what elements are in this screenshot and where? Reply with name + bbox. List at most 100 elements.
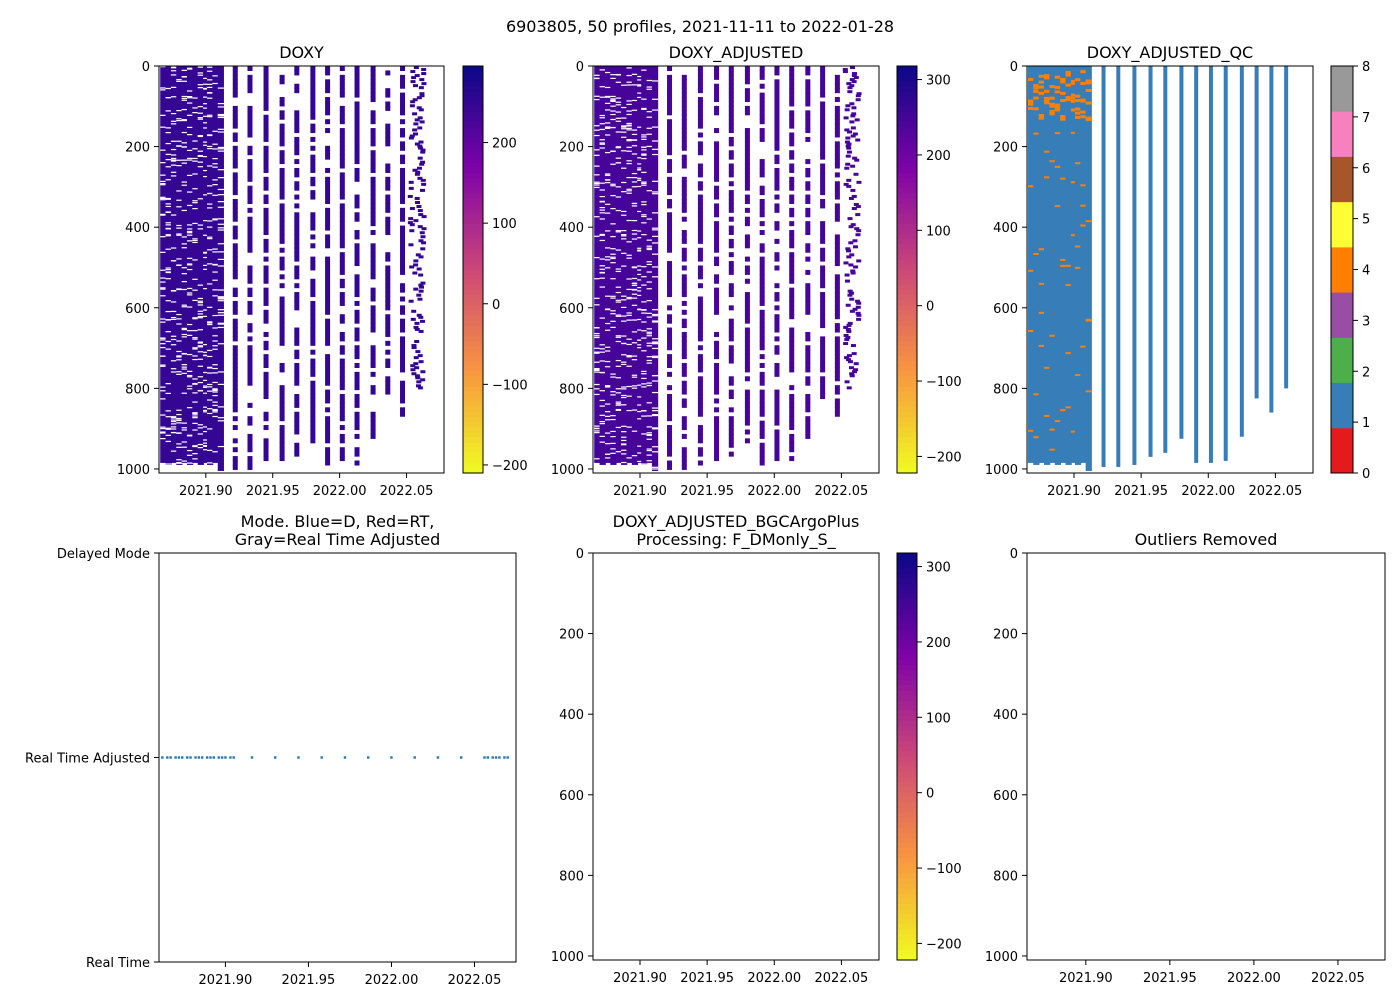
colorbar-tick-label: 0	[926, 787, 934, 802]
profile-bar	[1044, 66, 1051, 465]
colorbar-segment	[897, 919, 917, 925]
profile-sample	[310, 331, 316, 337]
profile-sample	[805, 305, 811, 311]
profile-sample	[310, 128, 316, 134]
profile-sample	[681, 92, 687, 98]
profile-sample	[759, 207, 765, 213]
profile-sample	[820, 265, 826, 271]
profile-sample	[419, 120, 425, 124]
profile-sample	[339, 66, 345, 71]
y-tick-label: 400	[993, 221, 1018, 236]
profile-sample	[247, 420, 253, 426]
colorbar-segment	[463, 81, 483, 87]
profile-sample	[354, 154, 360, 160]
profile-sample	[759, 331, 765, 337]
data-gap	[594, 383, 601, 386]
profile-sample	[697, 305, 703, 311]
profile-sample	[339, 234, 345, 240]
data-gap	[207, 399, 214, 401]
profile-sample	[820, 225, 826, 231]
profile-sample	[263, 256, 269, 262]
profile-sample	[325, 331, 331, 337]
qc-flag-mark	[1038, 85, 1045, 89]
data-gap	[641, 204, 648, 206]
profile-sample	[805, 296, 811, 302]
profile-sample	[774, 349, 780, 355]
profile-sample	[263, 411, 269, 417]
data-gap	[192, 347, 199, 349]
profile-sample	[339, 407, 345, 413]
profile-sample	[409, 229, 415, 233]
profile-sample	[805, 119, 811, 125]
profile-sample	[232, 70, 238, 76]
profile-sample	[294, 447, 300, 453]
profile-sample	[697, 309, 703, 315]
qc-flag-mark	[1070, 181, 1078, 184]
data-gap	[610, 253, 617, 255]
profile-sample	[294, 442, 300, 448]
profile-sample	[263, 230, 269, 236]
profile-sample	[400, 358, 406, 364]
profile-sample	[759, 425, 765, 431]
data-gap	[192, 392, 199, 394]
profile-sample	[370, 136, 376, 142]
profile-sample	[681, 132, 687, 138]
profile-sample	[279, 314, 285, 320]
data-gap	[181, 209, 188, 212]
data-gap	[610, 430, 617, 433]
profile-sample	[789, 433, 795, 439]
data-gap	[626, 176, 633, 179]
qc-flag-mark	[1049, 104, 1056, 108]
profile-sample	[744, 181, 750, 187]
colorbar-segment	[897, 294, 917, 301]
colorbar-segment	[463, 284, 483, 291]
profile-sample	[714, 389, 720, 395]
data-gap	[626, 278, 633, 280]
data-gap	[181, 327, 188, 330]
profile-sample	[697, 123, 703, 129]
profile-sample	[681, 398, 687, 404]
profile-sample	[667, 92, 673, 98]
mode-point	[224, 756, 227, 759]
data-gap	[651, 320, 659, 322]
profile-sample	[232, 394, 238, 400]
profile-sample	[853, 368, 859, 372]
data-gap	[615, 314, 622, 316]
mode-point	[483, 756, 486, 759]
profile-sample	[697, 451, 703, 457]
profile-sample	[834, 398, 840, 404]
data-gap	[181, 288, 188, 291]
profile-sample	[310, 256, 316, 262]
profile-sample	[759, 101, 765, 107]
profile-sample	[759, 411, 765, 417]
profile-sample	[354, 74, 360, 80]
data-gap	[165, 97, 172, 99]
profile-sample	[714, 234, 720, 240]
data-gap	[651, 356, 659, 359]
colorbar-segment	[897, 751, 917, 758]
profile-sample	[759, 278, 765, 284]
data-gap	[160, 149, 167, 151]
profile-sample	[294, 243, 300, 249]
profile-sample	[846, 150, 852, 154]
data-gap	[181, 159, 188, 161]
profile-sample	[744, 79, 750, 85]
profile-sample	[310, 380, 316, 386]
data-gap	[217, 309, 224, 311]
profile-sample	[294, 331, 300, 337]
colorbar-segment	[897, 396, 917, 403]
profile-sample	[843, 333, 849, 337]
data-gap	[621, 265, 628, 267]
data-gap	[610, 110, 617, 112]
profile-sample	[853, 265, 859, 269]
profile-sample	[400, 336, 406, 342]
colorbar-segment	[463, 386, 483, 393]
profile-sample	[354, 327, 360, 333]
colorbar-frame	[896, 65, 918, 474]
profile-sample	[697, 331, 703, 337]
profile-sample	[247, 172, 253, 178]
profile-sample	[385, 141, 391, 147]
profile-sample	[849, 253, 855, 257]
profile-sample	[774, 123, 780, 129]
profile-sample	[310, 429, 316, 435]
